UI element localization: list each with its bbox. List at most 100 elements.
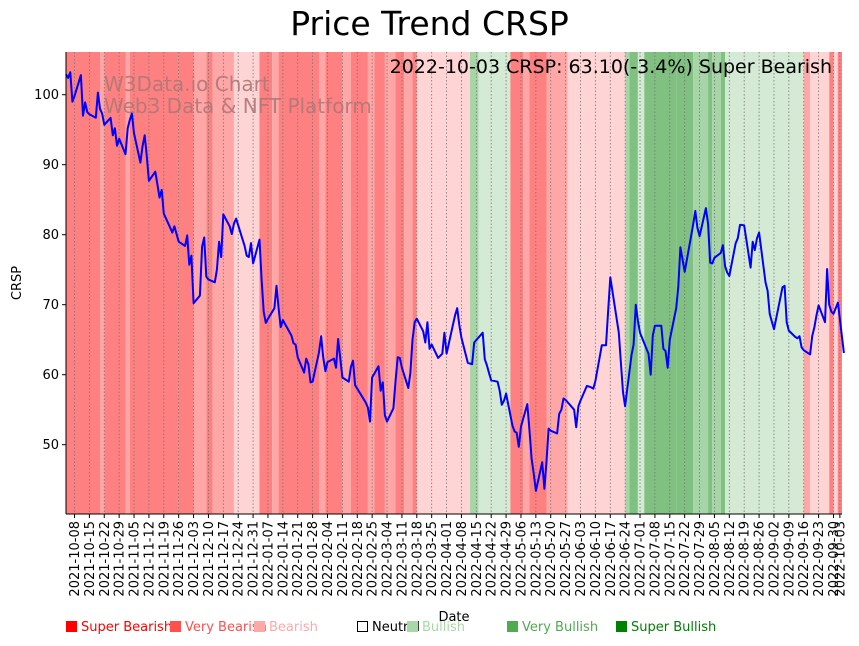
chart-title: Price Trend CRSP bbox=[290, 4, 569, 43]
x-ticks: 2021-10-08 2021-10-15 2021-10-22 2021-10-29… bbox=[68, 514, 848, 597]
legend-item-bearish: Bearish bbox=[254, 620, 318, 635]
sentiment-band-super-bullish bbox=[644, 52, 677, 514]
x-tick-label: 2022-09-23 bbox=[812, 521, 827, 597]
sentiment-band-very-bullish bbox=[625, 52, 630, 514]
x-tick-label: 2021-12-31 bbox=[247, 521, 262, 597]
legend-item-bullish: Bullish bbox=[407, 620, 465, 635]
sentiment-band-super-bearish bbox=[259, 52, 273, 514]
x-tick-label: 2022-05-06 bbox=[514, 521, 529, 597]
watermark: W3Data.io Chart Web3 Data & NFT Platform bbox=[104, 72, 372, 118]
x-tick-label: 2022-06-10 bbox=[589, 521, 604, 597]
sentiment-band-very-bearish bbox=[272, 52, 279, 514]
x-tick-label: 2022-09-09 bbox=[782, 521, 797, 597]
sentiment-band-very-bearish bbox=[125, 52, 130, 514]
x-tick-label: 2021-11-12 bbox=[142, 521, 157, 597]
x-tick-label: 2022-03-11 bbox=[395, 521, 410, 597]
x-tick-label: 2022-07-01 bbox=[634, 521, 649, 597]
sentiment-band-very-bullish bbox=[469, 52, 479, 514]
sentiment-band-super-bearish bbox=[829, 52, 834, 514]
x-tick-label: 2022-06-17 bbox=[604, 521, 619, 597]
sentiment-band-very-bearish bbox=[367, 52, 375, 514]
x-tick-label: 2022-03-25 bbox=[425, 521, 440, 597]
sentiment-band-bearish bbox=[233, 52, 260, 514]
x-tick-label: 2022-08-26 bbox=[753, 521, 768, 597]
x-tick-label: 2022-06-03 bbox=[574, 521, 589, 597]
watermark-line-1: W3Data.io Chart bbox=[104, 72, 270, 96]
x-tick-label: 2021-12-03 bbox=[187, 521, 202, 597]
sentiment-bands bbox=[66, 52, 842, 514]
x-tick-label: 2022-03-18 bbox=[410, 521, 425, 597]
y-tick-label: 60 bbox=[42, 368, 59, 383]
x-tick-label: 2022-07-08 bbox=[648, 521, 663, 597]
sentiment-band-bullish bbox=[478, 52, 511, 514]
x-tick-label: 2021-11-05 bbox=[128, 521, 143, 597]
x-tick-label: 2022-09-16 bbox=[797, 521, 812, 597]
x-tick-label: 2022-02-04 bbox=[321, 521, 336, 597]
latest-price-annotation: 2022-10-03 CRSP: 63.10(-3.4%) Super Bear… bbox=[390, 56, 832, 78]
x-tick-label: 2022-06-24 bbox=[619, 521, 634, 597]
x-tick-label: 2022-05-27 bbox=[559, 521, 574, 597]
sentiment-band-super-bearish bbox=[529, 52, 547, 514]
sentiment-band-super-bearish bbox=[325, 52, 343, 514]
sentiment-band-bearish bbox=[810, 52, 830, 514]
x-tick-label: 2022-05-13 bbox=[529, 521, 544, 597]
legend-swatch bbox=[616, 621, 627, 632]
x-axis-label: Date bbox=[438, 610, 469, 625]
x-tick-label: 2022-07-29 bbox=[693, 521, 708, 597]
legend-item-super-bearish: Super Bearish bbox=[66, 620, 172, 635]
x-tick-label: 2022-08-05 bbox=[708, 521, 723, 597]
legend-swatch bbox=[66, 621, 77, 632]
watermark-line-2: Web3 Data & NFT Platform bbox=[104, 94, 372, 118]
x-tick-label: 2022-02-25 bbox=[366, 521, 381, 597]
sentiment-band-super-bearish bbox=[66, 52, 101, 514]
sentiment-band-bearish bbox=[833, 52, 838, 514]
y-tick-label: 90 bbox=[42, 158, 59, 173]
y-ticks: 50 60 70 80 90 100 bbox=[34, 88, 66, 453]
legend-item-very-bearish: Very Bearish bbox=[170, 620, 267, 635]
x-tick-label: 2022-07-15 bbox=[663, 521, 678, 597]
x-tick-label: 2021-10-22 bbox=[98, 521, 113, 597]
sentiment-band-very-bearish bbox=[803, 52, 811, 514]
sentiment-band-super-bearish bbox=[350, 52, 368, 514]
legend-item-very-bullish: Very Bullish bbox=[507, 620, 598, 635]
x-tick-label: 2022-08-12 bbox=[723, 521, 738, 597]
sentiment-band-very-bearish bbox=[318, 52, 326, 514]
sentiment-band-very-bullish bbox=[712, 52, 721, 514]
x-tick-label: 2022-02-18 bbox=[351, 521, 366, 597]
price-line-crsp bbox=[65, 71, 845, 492]
x-tick-label: 2022-01-28 bbox=[306, 521, 321, 597]
sentiment-band-very-bearish bbox=[384, 52, 396, 514]
legend-label: Bullish bbox=[422, 620, 466, 635]
sentiment-band-bearish bbox=[416, 52, 470, 514]
sentiment-band-super-bearish bbox=[374, 52, 385, 514]
x-tick-label: 2022-07-22 bbox=[678, 521, 693, 597]
x-tick-label: 2022-09-02 bbox=[767, 521, 782, 597]
legend-label: Super Bullish bbox=[631, 620, 717, 635]
sentiment-band-super-bearish bbox=[206, 52, 213, 514]
y-axis-label: CRSP bbox=[10, 266, 25, 300]
x-tick-label: 2022-08-19 bbox=[738, 521, 753, 597]
x-tick-label: 2022-01-07 bbox=[261, 521, 276, 597]
sentiment-band-very-bearish bbox=[546, 52, 568, 514]
legend-swatch bbox=[170, 621, 181, 632]
legend-label: Bearish bbox=[269, 620, 318, 635]
sentiment-band-super-bearish bbox=[178, 52, 194, 514]
sentiment-band-super-bearish bbox=[395, 52, 405, 514]
axes bbox=[65, 52, 842, 515]
x-tick-label: 2021-12-24 bbox=[232, 521, 247, 597]
sentiment-band-super-bearish bbox=[129, 52, 179, 514]
x-tick-label: 2021-10-15 bbox=[83, 521, 98, 597]
x-tick-label: 2022-04-15 bbox=[470, 521, 485, 597]
x-tick-label: 2021-12-17 bbox=[217, 521, 232, 597]
legend-swatch bbox=[254, 621, 265, 632]
y-tick-label: 100 bbox=[34, 88, 59, 103]
legend-swatch bbox=[507, 621, 518, 632]
x-tick-label: 2022-04-01 bbox=[440, 521, 455, 597]
legend-swatch bbox=[407, 621, 418, 632]
x-tick-label: 2021-11-26 bbox=[172, 521, 187, 597]
sentiment-band-bullish bbox=[637, 52, 645, 514]
sentiment-band-bullish bbox=[725, 52, 804, 514]
y-tick-label: 70 bbox=[42, 298, 59, 313]
legend-swatch bbox=[357, 621, 368, 632]
